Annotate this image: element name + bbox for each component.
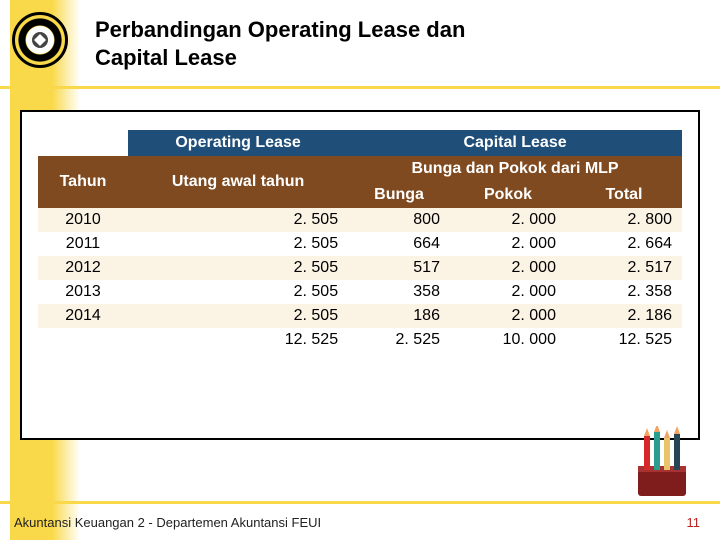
comparison-table: Operating Lease Capital Lease Tahun Utan…: [38, 130, 682, 352]
cell-bunga: 2. 525: [348, 328, 450, 352]
cell-tahun: 2013: [38, 280, 128, 304]
table-header-mid: Tahun Utang awal tahun Bunga dan Pokok d…: [38, 156, 682, 182]
cell-utang: 2. 505: [128, 208, 348, 232]
cell-tahun: [38, 328, 128, 352]
cell-pokok: 2. 000: [450, 256, 566, 280]
title-divider: [0, 86, 720, 89]
table-header-top: Operating Lease Capital Lease: [38, 130, 682, 156]
slide-title: Perbandingan Operating Lease dan Capital…: [95, 16, 465, 71]
pencils-icon: [632, 426, 692, 500]
footer-divider: [0, 501, 720, 504]
table-body: 20102. 5058002. 0002. 80020112. 5056642.…: [38, 208, 682, 352]
footer-text: Akuntansi Keuangan 2 - Departemen Akunta…: [14, 515, 321, 530]
cell-total: 2. 517: [566, 256, 682, 280]
table-row: 20142. 5051862. 0002. 186: [38, 304, 682, 328]
hdr-tahun: Tahun: [38, 156, 128, 208]
cell-tahun: 2014: [38, 304, 128, 328]
table-row: 20102. 5058002. 0002. 800: [38, 208, 682, 232]
cell-total: 2. 186: [566, 304, 682, 328]
cell-tahun: 2010: [38, 208, 128, 232]
cell-utang: 2. 505: [128, 256, 348, 280]
table-row: 12. 5252. 52510. 00012. 525: [38, 328, 682, 352]
cell-tahun: 2012: [38, 256, 128, 280]
page-number: 11: [687, 515, 701, 530]
content-box: Operating Lease Capital Lease Tahun Utan…: [20, 110, 700, 440]
cell-total: 2. 664: [566, 232, 682, 256]
hdr-capital: Capital Lease: [348, 130, 682, 156]
table-row: 20122. 5055172. 0002. 517: [38, 256, 682, 280]
title-line-1: Perbandingan Operating Lease dan: [95, 17, 465, 42]
hdr-bunga: Bunga: [348, 182, 450, 208]
cell-total: 12. 525: [566, 328, 682, 352]
table-row: 20132. 5053582. 0002. 358: [38, 280, 682, 304]
cell-bunga: 186: [348, 304, 450, 328]
cell-total: 2. 800: [566, 208, 682, 232]
cell-bunga: 358: [348, 280, 450, 304]
cell-total: 2. 358: [566, 280, 682, 304]
table-row: 20112. 5056642. 0002. 664: [38, 232, 682, 256]
cell-utang: 2. 505: [128, 304, 348, 328]
cell-bunga: 517: [348, 256, 450, 280]
cell-pokok: 2. 000: [450, 304, 566, 328]
cell-pokok: 2. 000: [450, 208, 566, 232]
hdr-operating: Operating Lease: [128, 130, 348, 156]
cell-bunga: 664: [348, 232, 450, 256]
university-logo: [12, 12, 68, 68]
cell-utang: 12. 525: [128, 328, 348, 352]
hdr-pokok: Pokok: [450, 182, 566, 208]
logo-inner: [26, 26, 54, 54]
cell-utang: 2. 505: [128, 232, 348, 256]
cell-utang: 2. 505: [128, 280, 348, 304]
cell-pokok: 10. 000: [450, 328, 566, 352]
cell-tahun: 2011: [38, 232, 128, 256]
cell-bunga: 800: [348, 208, 450, 232]
hdr-utang: Utang awal tahun: [128, 156, 348, 208]
hdr-bunga-group: Bunga dan Pokok dari MLP: [348, 156, 682, 182]
cell-pokok: 2. 000: [450, 232, 566, 256]
title-line-2: Capital Lease: [95, 45, 237, 70]
cell-pokok: 2. 000: [450, 280, 566, 304]
hdr-total: Total: [566, 182, 682, 208]
